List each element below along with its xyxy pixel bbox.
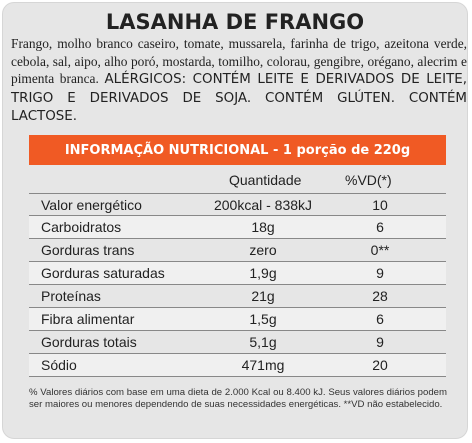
row-quantity: 18g [251,219,275,235]
row-label: Proteínas [41,288,101,304]
table-row: Gorduras saturadas 1,9g 9 [29,262,446,285]
product-title: LASANHA DE FRANGO [105,10,365,34]
row-quantity: 5,1g [249,334,277,350]
table-row: Proteínas 21g 28 [29,285,446,308]
row-quantity: 200kcal - 838kJ [213,197,313,213]
row-vd: 28 [372,288,388,304]
nutrition-banner: INFORMAÇÃO NUTRICIONAL - 1 porção de 220… [29,135,446,165]
row-label: Carboidratos [41,219,122,235]
row-vd: 9 [376,265,384,281]
ingredients-list: Frango, molho branco caseiro, tomate, mu… [11,36,467,86]
table-row: Gorduras totais 5,1g 9 [29,331,446,354]
row-label: Gorduras totais [41,334,137,350]
table-row: Valor energético 200kcal - 838kJ 10 [29,193,446,216]
header-quantity: Quantidade [229,172,302,188]
row-label: Gorduras trans [41,242,135,258]
row-vd: 6 [376,311,384,327]
header-vd: %VD(*) [345,172,392,188]
allergens-warning: ALÉRGICOS: CONTÉM LEITE E DERIVADOS DE L… [11,72,467,124]
table-header: Quantidade %VD(*) [29,169,446,191]
row-label: Gorduras saturadas [41,265,165,281]
row-label: Fibra alimentar [41,311,135,327]
row-vd: 0** [370,242,390,258]
table-row: Gorduras trans zero 0** [29,239,446,262]
row-label: Valor energético [41,197,142,213]
row-label: Sódio [41,357,77,373]
row-quantity: 21g [251,288,275,304]
row-quantity: 1,5g [249,311,277,327]
row-vd: 6 [376,219,384,235]
row-vd: 9 [376,334,384,350]
table-row: Sódio 471mg 20 [29,354,446,377]
nutrition-label-card: LASANHA DE FRANGO Frango, molho branco c… [2,2,468,439]
table-row: Fibra alimentar 1,5g 6 [29,308,446,331]
footnote: % Valores diários com base em uma dieta … [29,387,447,410]
row-quantity: zero [249,242,277,258]
row-quantity: 471mg [241,357,285,373]
row-vd: 20 [372,357,388,373]
row-quantity: 1,9g [249,265,277,281]
row-vd: 10 [372,197,388,213]
ingredients-text: Frango, molho branco caseiro, tomate, mu… [11,35,467,126]
table-row: Carboidratos 18g 6 [29,216,446,239]
nutrition-table: Valor energético 200kcal - 838kJ 10 Carb… [29,193,446,377]
